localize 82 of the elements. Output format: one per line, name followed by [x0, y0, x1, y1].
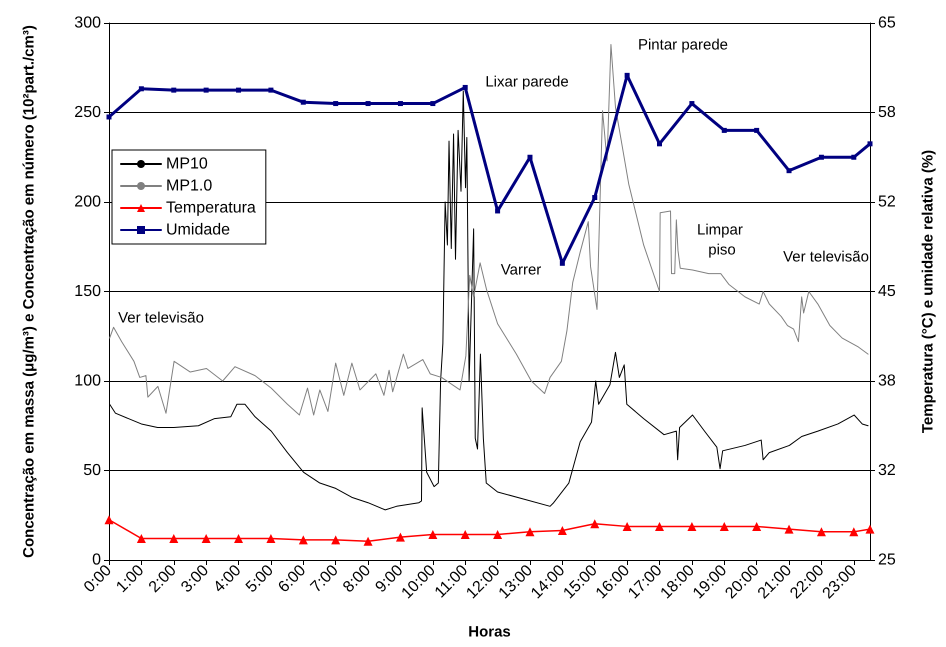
y2-tick-label: 45 [878, 283, 896, 300]
point [851, 154, 856, 160]
y-tick-label: 300 [74, 14, 102, 32]
point [202, 534, 211, 544]
annotation: Pintar parede [638, 36, 728, 54]
point [784, 524, 794, 534]
point [171, 88, 176, 93]
point [396, 532, 405, 542]
x-axis-title: Horas [468, 624, 511, 640]
y-tick-label: 50 [83, 462, 102, 479]
point [818, 154, 824, 160]
y2-tick-label: 52 [878, 193, 896, 210]
point [754, 128, 760, 133]
y-tick-label: 0 [92, 552, 102, 568]
x-tick-label: 3:00 [178, 562, 212, 596]
annotation: Limpar piso [696, 222, 748, 258]
y-axis-title: Concentração em massa (μg/m³) e Concentração em número (10²part./cm³) [20, 25, 38, 558]
y2-tick-label: 58 [878, 104, 896, 122]
point [364, 536, 373, 546]
point [204, 88, 209, 93]
point [495, 208, 500, 214]
point [430, 101, 436, 106]
y-tick-label: 100 [74, 372, 102, 390]
annotation: Ver televisão [783, 248, 869, 266]
point [268, 88, 274, 93]
point [460, 530, 470, 539]
y2-tick-label: 32 [878, 462, 896, 479]
x-tick-label: 5:00 [242, 562, 277, 596]
point [366, 101, 371, 106]
point [689, 101, 694, 106]
x-tick-label: 6:00 [275, 562, 310, 596]
point [868, 141, 872, 146]
y2-axis-title: Temperatura (°C) e umidade relativa (%) [920, 150, 936, 434]
point [590, 519, 600, 528]
point [752, 522, 762, 531]
y-tick-label: 250 [74, 104, 102, 121]
point [624, 72, 630, 78]
y-tick-label: 200 [74, 194, 102, 210]
point [331, 535, 340, 544]
point [266, 534, 276, 544]
annotation: Varrer [500, 262, 542, 278]
point [398, 101, 403, 106]
point [560, 260, 565, 266]
point [527, 154, 532, 160]
annotation: Ver televisão [118, 310, 204, 326]
point [234, 534, 244, 544]
point [558, 526, 567, 535]
y2-tick-label: 65 [878, 14, 896, 32]
point [136, 534, 146, 544]
point [816, 527, 826, 536]
legend-label: Temperatura [166, 200, 256, 216]
x-tick-label: 8:00 [340, 562, 374, 596]
y2-tick-label: 38 [878, 372, 896, 390]
x-tick-label: 7:00 [308, 562, 342, 596]
point [722, 128, 727, 133]
point [428, 530, 438, 539]
point [525, 527, 534, 536]
y2-tick-label: 25 [878, 552, 896, 568]
point [300, 100, 306, 105]
x-tick-label: 4:00 [210, 562, 245, 596]
point [462, 84, 468, 90]
point [687, 522, 696, 531]
point [333, 101, 338, 106]
point [106, 114, 112, 120]
point [493, 530, 502, 539]
point [236, 88, 242, 93]
point [592, 195, 598, 200]
point [786, 168, 792, 174]
annotation: Lixar parede [485, 74, 569, 90]
point [169, 534, 178, 544]
point [849, 527, 858, 536]
point [655, 522, 664, 531]
point [866, 524, 874, 534]
point [104, 515, 114, 524]
point [622, 522, 632, 531]
legend-label: MP1.0 [166, 178, 212, 194]
point [298, 535, 308, 544]
point [138, 86, 144, 92]
legend-label: MP10 [166, 156, 208, 172]
legend-label: Umidade [166, 222, 230, 238]
point [720, 522, 729, 531]
y-tick-label: 150 [74, 283, 102, 300]
